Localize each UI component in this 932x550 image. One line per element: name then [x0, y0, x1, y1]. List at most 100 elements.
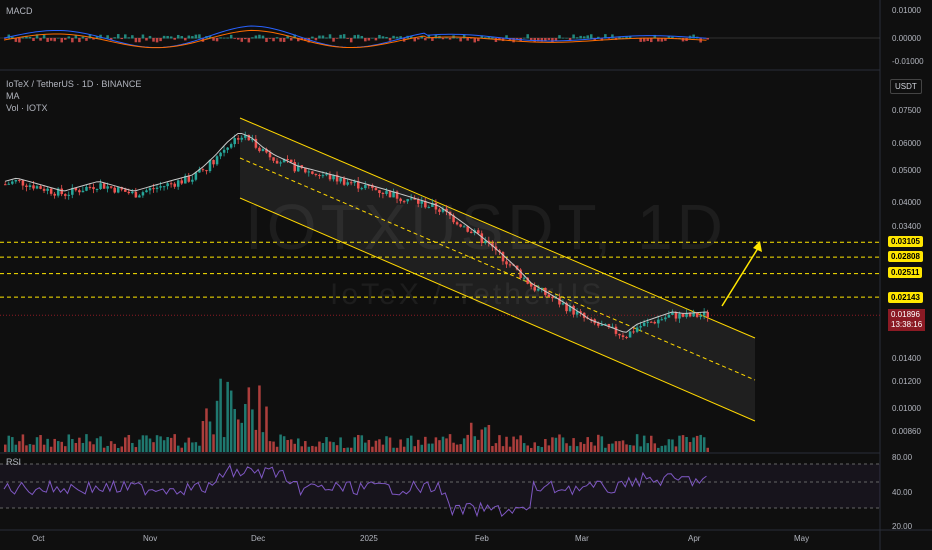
volume-bar — [49, 446, 53, 452]
candle-body — [537, 288, 540, 291]
macd-histogram-bar — [67, 36, 71, 39]
volume-bar — [251, 409, 254, 452]
candle-body — [328, 174, 332, 180]
symbol-title[interactable]: IoTeX / TetherUS · 1D · BINANCE — [6, 79, 142, 89]
volume-bar — [508, 446, 512, 452]
volume-bar — [558, 434, 561, 452]
candle-body — [639, 326, 642, 328]
volume-bar — [35, 437, 39, 452]
macd-histogram-bar — [392, 35, 395, 39]
ma-line — [4, 132, 708, 333]
macd-histogram-bar — [328, 34, 332, 39]
candle-body — [14, 179, 18, 182]
ma-indicator-label[interactable]: MA — [6, 91, 20, 101]
candle-body — [138, 195, 141, 198]
candle-body — [381, 192, 385, 194]
volume-bar — [191, 442, 194, 452]
candle-body — [113, 187, 116, 193]
volume-bar — [392, 447, 395, 452]
candle-body — [304, 168, 307, 173]
macd-histogram-bar — [346, 38, 349, 39]
volume-bar — [198, 445, 201, 452]
candle-body — [71, 187, 74, 195]
volume-bar — [445, 438, 448, 452]
candle-body — [431, 202, 434, 207]
candle-body — [621, 335, 625, 337]
candle-body — [438, 209, 441, 212]
macd-histogram-bar — [152, 38, 155, 42]
volume-bar — [621, 440, 625, 452]
volume-bar — [402, 446, 406, 452]
macd-histogram-bar — [604, 34, 607, 39]
candle-body — [477, 230, 480, 234]
macd-histogram-bar — [127, 37, 131, 39]
candle-body — [64, 194, 67, 196]
channel-lower-line — [239, 197, 756, 422]
candle-body — [515, 265, 519, 270]
macd-histogram-bar — [120, 38, 124, 40]
macd-histogram-bar — [64, 38, 67, 40]
candle-body — [169, 183, 173, 185]
candle-body — [314, 173, 318, 176]
watermark-name: IoTeX / TetherUS — [330, 278, 605, 311]
candle-body — [307, 171, 311, 173]
volume-bar — [325, 437, 328, 452]
macd-histogram-bar — [455, 37, 459, 39]
macd-histogram-bar — [618, 36, 621, 39]
macd-histogram-bar — [321, 35, 325, 39]
macd-histogram-bar — [166, 35, 169, 39]
macd-histogram-bar — [314, 38, 318, 41]
volume-indicator-label[interactable]: Vol · IOTX — [6, 103, 48, 113]
macd-histogram-bar — [99, 34, 102, 39]
volume-bar — [219, 378, 222, 452]
volume-bar — [664, 445, 667, 452]
candle-body — [353, 181, 356, 183]
volume-bar — [568, 445, 572, 452]
macd-histogram-bar — [706, 38, 709, 40]
candle-body — [127, 191, 131, 194]
volume-bar — [21, 434, 25, 452]
candle-body — [540, 287, 544, 289]
volume-bar — [699, 434, 702, 452]
volume-bar — [642, 435, 646, 452]
volume-bar — [258, 385, 261, 452]
candle-body — [88, 186, 92, 188]
volume-bar — [293, 443, 296, 452]
level-tag: 0.02143 — [888, 292, 923, 303]
candle-body — [547, 294, 551, 297]
macd-axis-label: 0.01000 — [892, 6, 921, 15]
macd-histogram-bar — [381, 36, 385, 39]
volume-bar — [494, 443, 498, 452]
currency-button[interactable]: USDT — [890, 79, 922, 94]
volume-bar — [388, 437, 392, 452]
macd-histogram-bar — [378, 34, 381, 39]
rsi-label[interactable]: RSI — [6, 457, 22, 467]
volume-bar — [628, 445, 632, 452]
volume-bar — [236, 419, 240, 452]
macd-histogram-bar — [692, 34, 695, 39]
volume-bar — [427, 443, 431, 452]
volume-bar — [582, 443, 586, 452]
macd-histogram-bar — [417, 38, 420, 40]
candle-body — [240, 137, 244, 140]
candle-body — [462, 226, 466, 228]
macd-histogram-bar — [155, 38, 159, 43]
macd-histogram-bar — [597, 36, 600, 39]
volume-bar — [261, 432, 265, 452]
price-axis-label: 0.04000 — [892, 198, 921, 207]
candle-body — [159, 186, 162, 188]
volume-bar — [484, 427, 487, 452]
volume-bar — [184, 442, 187, 452]
volume-bar — [60, 441, 64, 452]
macd-histogram-bar — [424, 38, 427, 41]
macd-histogram-bar — [353, 35, 356, 39]
candle-body — [60, 188, 64, 195]
macd-histogram-bar — [233, 38, 236, 39]
macd-histogram-bar — [53, 38, 56, 42]
volume-bar — [25, 445, 28, 452]
price-axis-label: 0.03400 — [892, 222, 921, 231]
time-axis-label: 2025 — [360, 534, 378, 543]
macd-histogram-bar — [18, 38, 21, 43]
volume-bar — [477, 439, 480, 452]
candle-body — [685, 313, 688, 317]
